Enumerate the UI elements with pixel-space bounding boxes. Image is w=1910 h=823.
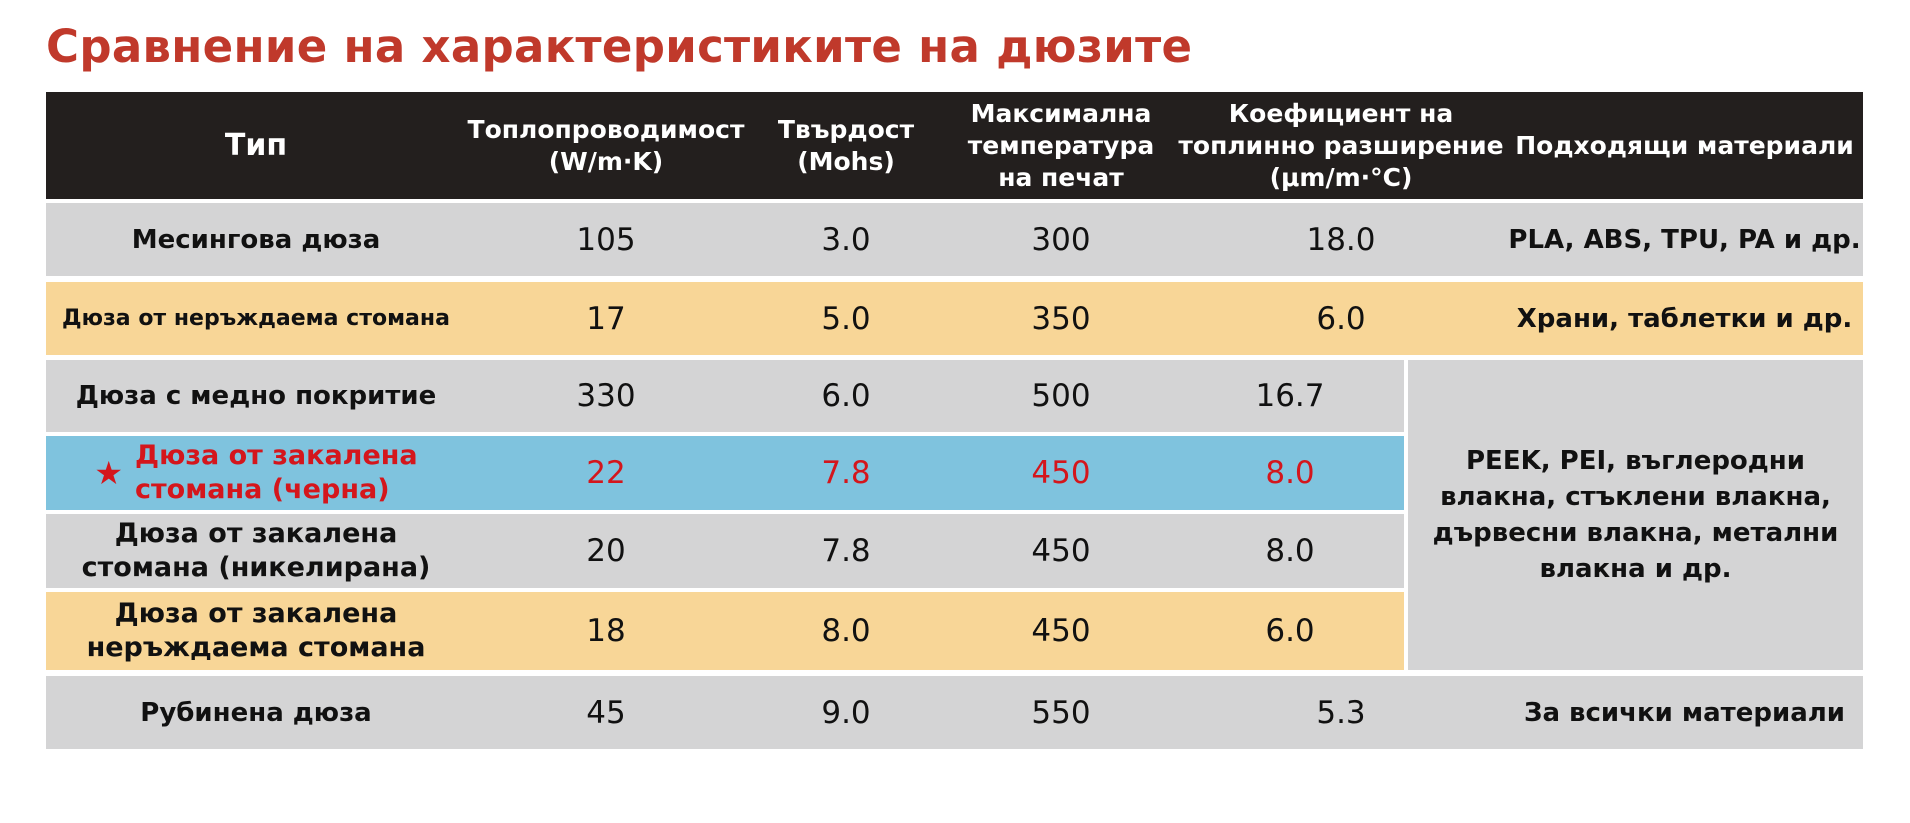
expansion-value: 16.7 (1255, 378, 1325, 414)
header-type: Тип (224, 127, 288, 163)
nozzle-type: Дюза от неръждаема стомана (62, 305, 450, 331)
table-row: Дюза от закалена неръждаема стомана 18 8.… (46, 592, 1404, 670)
header-expansion: Коефициент на топлинно разширение (μm/m·°C… (1178, 98, 1504, 192)
conductivity-value: 18 (586, 613, 626, 649)
hardness-value: 8.0 (821, 613, 871, 649)
conductivity-value: 17 (586, 300, 626, 337)
expansion-value: 8.0 (1265, 455, 1315, 491)
max-temp-value: 500 (1031, 378, 1091, 414)
table-row: Рубинена дюза 45 9.0 550 5.3 За всички м… (46, 676, 1863, 749)
max-temp-value: 300 (1031, 221, 1091, 258)
expansion-value: 18.0 (1306, 221, 1376, 258)
expansion-value: 5.3 (1316, 694, 1366, 731)
conductivity-value: 330 (576, 378, 636, 414)
table-row: Дюза с медно покритие 330 6.0 500 16.7 (46, 360, 1404, 432)
materials-value: PLA, ABS, TPU, PA и др. (1508, 224, 1861, 255)
nozzle-type: Рубинена дюза (140, 697, 372, 728)
conductivity-value: 45 (586, 694, 626, 731)
materials-value: За всички материали (1523, 697, 1846, 728)
nozzle-type: ★ Дюза от закалена стомана (черна) (94, 440, 418, 505)
expansion-value: 6.0 (1316, 300, 1366, 337)
star-icon: ★ (94, 454, 124, 492)
page-title: Сравнение на характеристиките на дюзите (46, 20, 1193, 73)
header-conductivity: Топлопроводимост (W/m·K) (467, 114, 745, 176)
hardness-value: 6.0 (821, 378, 871, 414)
nozzle-type: Дюза от закалена неръждаема стомана (86, 598, 426, 663)
nozzle-type: Дюза от закалена стомана (никелирана) (81, 518, 431, 583)
hardness-value: 3.0 (821, 221, 871, 258)
hardness-value: 5.0 (821, 300, 871, 337)
table-header-row: Тип Топлопроводимост (W/m·K) Твърдост (Moh… (46, 92, 1863, 199)
header-materials: Подходящи материали (1515, 130, 1854, 160)
table-row: Дюза от закалена стомана (никелирана) 20 … (46, 514, 1404, 588)
max-temp-value: 450 (1031, 455, 1091, 491)
table-row: Месингова дюза 105 3.0 300 18.0 PLA, ABS… (46, 203, 1863, 276)
hardness-value: 7.8 (821, 455, 871, 491)
materials-value: Храни, таблетки и др. (1516, 303, 1853, 334)
max-temp-value: 550 (1031, 694, 1091, 731)
merged-materials-cell: PEEK, PEI, въглеродни влакна, стъклени в… (1408, 360, 1863, 670)
nozzle-type: Дюза с медно покритие (75, 381, 437, 411)
table-row-highlighted: ★ Дюза от закалена стомана (черна) 22 7.8… (46, 436, 1404, 510)
nozzle-type: Месингова дюза (131, 224, 381, 255)
expansion-value: 8.0 (1265, 533, 1315, 569)
conductivity-value: 105 (576, 221, 636, 258)
table-row: Дюза от неръждаема стомана 17 5.0 350 6.… (46, 282, 1863, 355)
hardness-value: 9.0 (821, 694, 871, 731)
expansion-value: 6.0 (1265, 613, 1315, 649)
hardness-value: 7.8 (821, 533, 871, 569)
max-temp-value: 450 (1031, 613, 1091, 649)
header-hardness: Твърдост (Mohs) (777, 114, 915, 176)
conductivity-value: 20 (586, 533, 626, 569)
conductivity-value: 22 (586, 455, 626, 491)
header-max-temp: Максимална температура на печат (967, 98, 1155, 192)
max-temp-value: 450 (1031, 533, 1091, 569)
max-temp-value: 350 (1031, 300, 1091, 337)
